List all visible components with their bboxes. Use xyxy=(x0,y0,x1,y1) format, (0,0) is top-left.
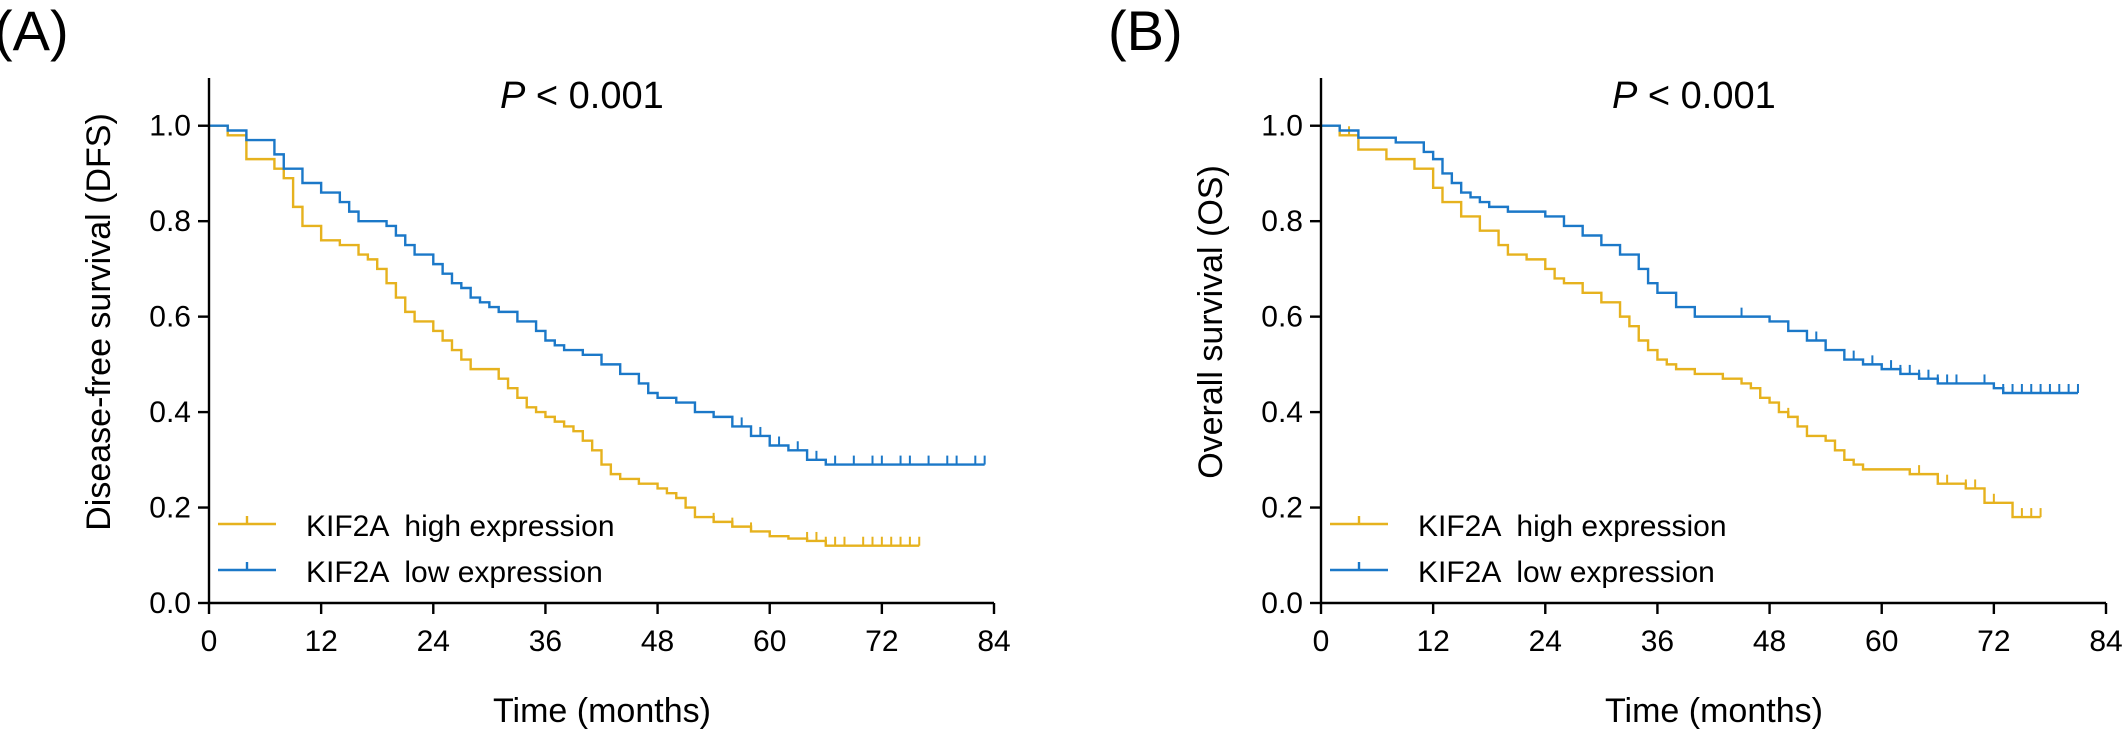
survival-curve-high xyxy=(209,124,920,547)
p-symbol: P xyxy=(500,75,526,117)
legend-item-high: KIF2A high expression xyxy=(218,510,615,543)
y-tick-label: 0.0 xyxy=(1261,587,1303,620)
survival-curve-high xyxy=(1321,124,2041,519)
x-tick-label: 60 xyxy=(753,625,786,658)
x-tick-label: 12 xyxy=(304,625,337,658)
legend-item-low: KIF2A low expression xyxy=(1330,556,1715,589)
legend-item-low: KIF2A low expression xyxy=(218,556,603,589)
y-tick-label: 0.6 xyxy=(1261,301,1303,334)
x-tick-label: 84 xyxy=(977,625,1010,658)
legend: KIF2A high expression KIF2A low expressi… xyxy=(1330,510,1727,589)
legend: KIF2A high expression KIF2A low expressi… xyxy=(218,510,615,589)
x-tick-label: 72 xyxy=(1977,625,2010,658)
x-tick-label: 24 xyxy=(1529,625,1562,658)
x-tick-label: 12 xyxy=(1416,625,1449,658)
y-tick-label: 0.2 xyxy=(149,492,191,525)
x-tick-label: 48 xyxy=(641,625,674,658)
legend-label-low: KIF2A low expression xyxy=(306,556,603,589)
y-axis-label: Overall survival (OS) xyxy=(1192,165,1230,479)
y-tick-label: 0.0 xyxy=(149,587,191,620)
x-tick-label: 24 xyxy=(417,625,450,658)
x-tick-label: 84 xyxy=(2089,625,2122,658)
panel-label: (A) xyxy=(0,0,69,62)
p-value-annotation: P < 0.001 xyxy=(1612,75,1776,117)
tick-layer: 0 12 24 36 48 60 72 84 0.0 0.2 0.4 0.6 0.8 1.0 xyxy=(149,110,1010,658)
survival-curve-low xyxy=(209,124,985,466)
survival-curve-low xyxy=(1321,124,2078,395)
axes-layer xyxy=(207,78,994,605)
y-tick-label: 1.0 xyxy=(1261,110,1303,143)
y-tick-label: 0.4 xyxy=(149,396,191,429)
y-tick-label: 0.4 xyxy=(1261,396,1303,429)
legend-item-high: KIF2A high expression xyxy=(1330,510,1727,543)
tick-layer: 0 12 24 36 48 60 72 84 0.0 0.2 0.4 0.6 0.8 1.0 xyxy=(1261,110,2122,658)
legend-label-high: KIF2A high expression xyxy=(1418,510,1727,543)
y-tick-label: 1.0 xyxy=(149,110,191,143)
p-symbol: P xyxy=(1612,75,1638,117)
x-tick-label: 36 xyxy=(529,625,562,658)
panel-a: (A) P < 0.001 Disease-free survival (DFS… xyxy=(0,0,1011,730)
y-axis-label: Disease-free survival (DFS) xyxy=(80,113,118,531)
y-tick-label: 0.2 xyxy=(1261,492,1303,525)
p-value-annotation: P < 0.001 xyxy=(500,75,664,117)
legend-label-low: KIF2A low expression xyxy=(1418,556,1715,589)
curve-layer xyxy=(1321,124,2079,519)
curve-layer xyxy=(209,124,986,547)
p-value: < 0.001 xyxy=(1648,75,1776,117)
legend-label-high: KIF2A high expression xyxy=(306,510,615,543)
x-tick-label: 60 xyxy=(1865,625,1898,658)
x-tick-label: 72 xyxy=(865,625,898,658)
y-tick-label: 0.8 xyxy=(149,205,191,238)
p-value: < 0.001 xyxy=(536,75,664,117)
panel-b: (B) P < 0.001 Overall survival (OS) Time… xyxy=(1108,0,2123,730)
x-tick-label: 48 xyxy=(1753,625,1786,658)
y-tick-label: 0.6 xyxy=(149,301,191,334)
x-axis-label: Time (months) xyxy=(1605,692,1823,730)
panel-label: (B) xyxy=(1108,0,1183,62)
x-tick-label: 0 xyxy=(201,625,218,658)
y-tick-label: 0.8 xyxy=(1261,205,1303,238)
x-axis-label: Time (months) xyxy=(493,692,711,730)
x-tick-label: 0 xyxy=(1313,625,1330,658)
axes-layer xyxy=(1319,78,2106,605)
x-tick-label: 36 xyxy=(1641,625,1674,658)
